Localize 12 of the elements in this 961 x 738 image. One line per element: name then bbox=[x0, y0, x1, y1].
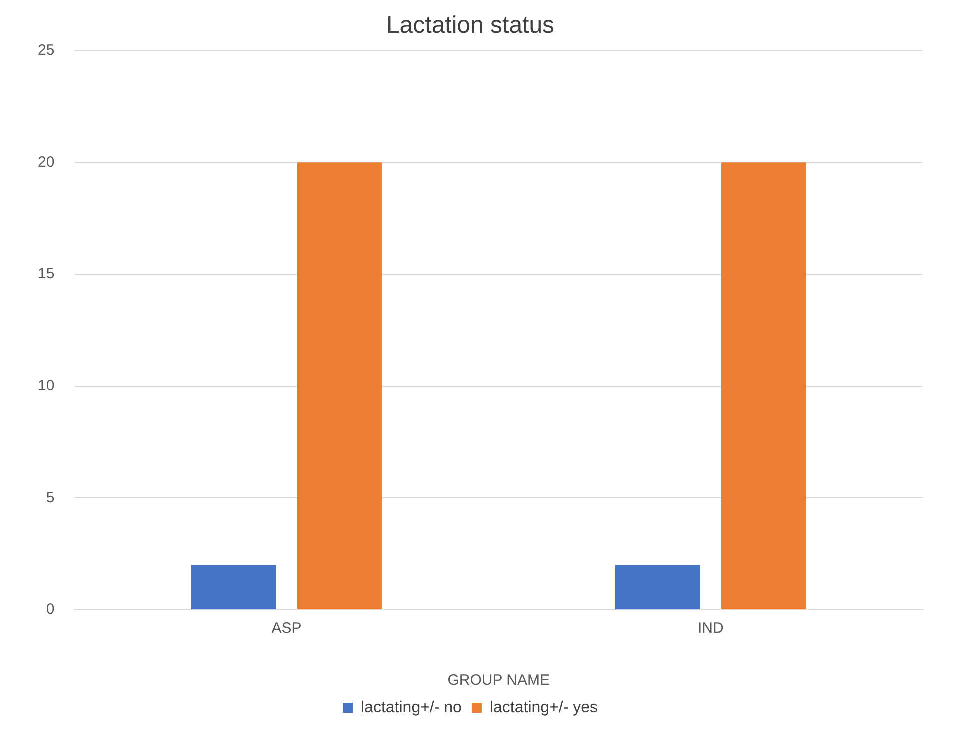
y-tick-label: 15 bbox=[38, 266, 55, 283]
x-tick-label: IND bbox=[698, 620, 724, 638]
legend-label: lactating+/- no bbox=[360, 699, 462, 716]
y-tick-label: 0 bbox=[46, 601, 55, 618]
y-tick-label: 25 bbox=[38, 42, 55, 59]
x-tick-label: ASP bbox=[272, 620, 302, 638]
y-tick-label: 20 bbox=[38, 154, 55, 171]
x-axis-title: GROUP NAME bbox=[448, 672, 550, 690]
legend-label: lactating+/- yes bbox=[490, 699, 598, 716]
chart-title: Lactation status bbox=[386, 12, 555, 40]
y-tick-label: 5 bbox=[46, 489, 55, 506]
y-tick-label: 10 bbox=[38, 377, 55, 394]
